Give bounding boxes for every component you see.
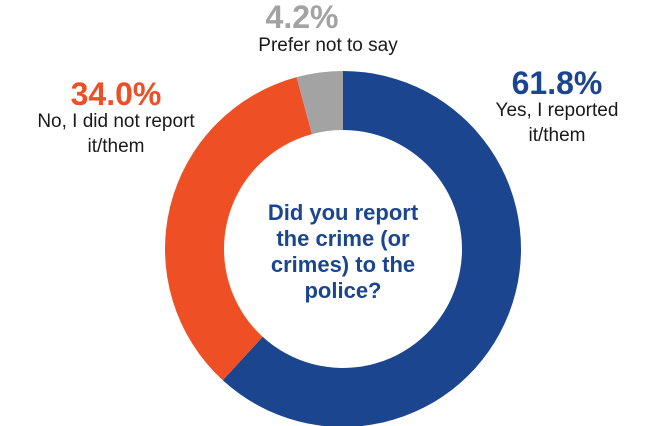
category-label: Prefer not to say [258, 35, 398, 56]
donut-slice [165, 77, 312, 381]
value-label: 34.0% [70, 76, 162, 112]
donut-slice [296, 71, 343, 135]
value-label: 4.2% [265, 0, 339, 35]
category-label: No, I did not report it/them [37, 111, 195, 157]
center-text: Did you report the crime (or crimes) to … [267, 200, 419, 303]
donut-slice [222, 71, 521, 426]
value-label: 61.8% [511, 65, 603, 101]
category-label: Yes, I reported it/them [495, 100, 619, 146]
